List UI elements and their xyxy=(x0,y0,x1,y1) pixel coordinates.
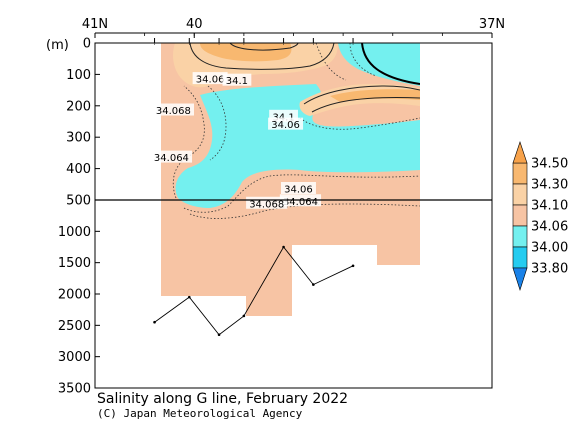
chart-title: Salinity along G line, February 2022 xyxy=(97,391,348,407)
seafloor-profile xyxy=(153,245,355,337)
contour-label-bg xyxy=(280,182,316,195)
station-bottom-marker xyxy=(312,283,315,286)
depth-tick-label: 2000 xyxy=(58,288,91,303)
depth-tick-label: 100 xyxy=(66,68,91,83)
contour-label-bg xyxy=(152,103,195,116)
depth-tick-label: 300 xyxy=(66,131,91,146)
contour-intrusion-solid-2 xyxy=(311,97,420,113)
colorbar-segment xyxy=(512,162,528,185)
region-34-00-to-34-06-surface xyxy=(338,43,420,86)
colorbar-label: 34.00 xyxy=(531,241,568,256)
contour-34-30-solid xyxy=(229,43,299,51)
depth-tick-label: 200 xyxy=(66,99,91,114)
depth-tick-label: 3000 xyxy=(58,350,91,365)
region-34-30-to-34-50-band xyxy=(330,89,420,102)
contour-label: 34.064 xyxy=(154,153,189,164)
plot-frame xyxy=(94,42,493,389)
latitude-tick-label: 37N xyxy=(479,17,505,32)
contour-label: 34.064 xyxy=(283,197,318,208)
credit-text: (C) Japan Meteorological Agency xyxy=(97,407,303,420)
depth-tick-label: 3500 xyxy=(58,382,91,397)
contour-label: 34.06 xyxy=(196,75,225,86)
depth-tick-label: 0 xyxy=(83,37,91,52)
depth-tick-label: 500 xyxy=(66,194,91,209)
colorbar-segment xyxy=(512,183,528,206)
contour-label: 34.068 xyxy=(156,106,191,117)
depth-tick-label: 2500 xyxy=(58,319,91,334)
contour-lines xyxy=(172,43,420,219)
contour-label: 34.068 xyxy=(249,199,284,210)
colorbar-bottom-arrow xyxy=(512,267,528,291)
station-bottom-marker xyxy=(217,333,221,337)
contour-label: 34.1 xyxy=(226,76,248,87)
contour-label: 34.06 xyxy=(284,185,313,196)
station-ticks xyxy=(154,38,354,47)
latitude-tick-label: 40 xyxy=(186,17,203,32)
colorbar-label: 34.06 xyxy=(531,220,568,235)
colorbar-top-arrow xyxy=(512,141,528,164)
station-bottom-marker xyxy=(187,295,191,299)
depth-tick-label: 400 xyxy=(66,162,91,177)
contour-front-bold xyxy=(361,43,420,85)
depth-tick-label: 1000 xyxy=(58,225,91,240)
contour-label: 34.06 xyxy=(271,120,300,131)
colorbar-label: 33.80 xyxy=(531,262,568,277)
contour-label-bg xyxy=(192,72,228,85)
station-bottom-marker xyxy=(351,264,355,268)
station-bottom-marker xyxy=(153,320,156,324)
colorbar-label: 34.50 xyxy=(531,157,568,172)
depth-tick-label: 1500 xyxy=(58,256,91,271)
colorbar-segment xyxy=(512,246,528,269)
contour-dotted-34-068-deep xyxy=(189,203,420,219)
section-fill xyxy=(161,43,420,316)
contour-label-bg xyxy=(222,73,252,86)
colorbar-label: 34.30 xyxy=(531,178,568,193)
depth-axis: (m) 0 100 200 300 400 500 1000 1500 2000 2500 3000… xyxy=(46,37,100,397)
region-34-30-to-34-50 xyxy=(200,43,292,62)
contour-label-bg xyxy=(268,117,304,130)
station-bottom-marker xyxy=(282,245,285,249)
colorbar-segment xyxy=(512,204,528,227)
colorbar-label: 34.10 xyxy=(531,199,568,214)
station-bottom-marker xyxy=(242,314,246,318)
contour-34-10-solid xyxy=(189,43,335,70)
contour-labels: 34.0634.134.06834.134.0634.06434.0634.06… xyxy=(150,72,322,210)
latitude-axis: 41N 40 37N xyxy=(82,17,505,38)
colorbar: 34.50 34.30 34.10 34.06 34.00 33.80 xyxy=(512,141,568,291)
depth-unit-label: (m) xyxy=(46,38,69,53)
colorbar-segment xyxy=(512,225,528,248)
contour-label-bg xyxy=(150,150,193,163)
region-34-00-to-34-06 xyxy=(175,84,420,208)
latitude-tick-label: 41N xyxy=(82,17,108,32)
contour-dotted-upper xyxy=(315,43,377,81)
contour-intrusion-solid xyxy=(303,85,420,105)
